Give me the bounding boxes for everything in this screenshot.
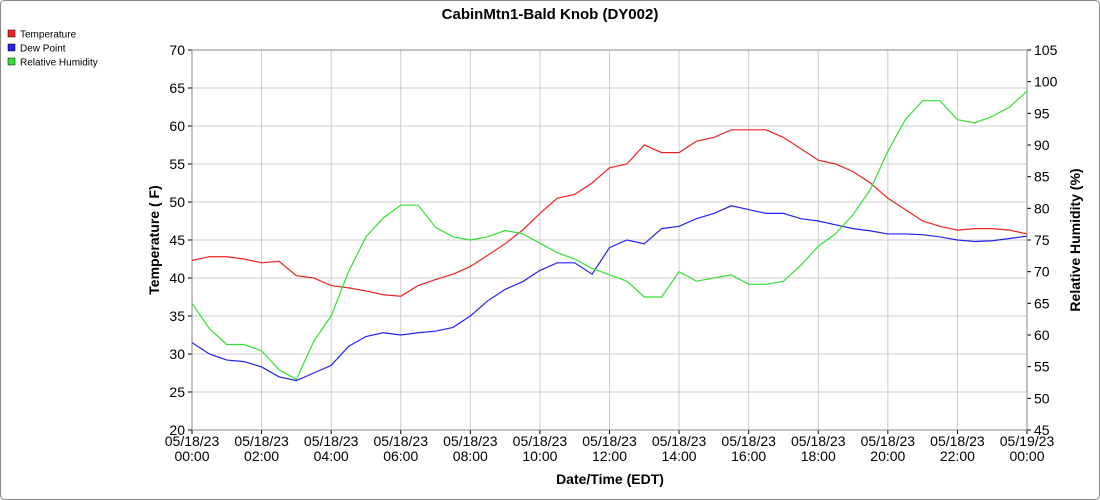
x-tick-time: 06:00 [383, 448, 418, 464]
y2-tick-label: 45 [1034, 422, 1050, 438]
x-tick-label: 05/18/23 08:00 [443, 433, 498, 464]
legend-swatch [7, 29, 16, 38]
x-tick-time: 12:00 [592, 448, 627, 464]
x-tick-time: 00:00 [174, 448, 209, 464]
chart-title: CabinMtn1-Bald Knob (DY002) [442, 6, 659, 23]
x-tick-label: 05/18/23 22:00 [930, 433, 985, 464]
x-tick-label: 05/18/23 06:00 [374, 433, 429, 464]
x-tick-time: 16:00 [731, 448, 766, 464]
x-axis-title: Date/Time (EDT) [556, 471, 664, 487]
y2-tick-label: 50 [1034, 390, 1050, 406]
x-tick-date: 05/19/23 [1000, 433, 1055, 449]
x-tick-date: 05/18/23 [930, 433, 985, 449]
y2-tick-label: 105 [1034, 42, 1058, 58]
x-tick-time: 22:00 [940, 448, 975, 464]
y-tick-label: 70 [169, 42, 185, 58]
x-tick-time: 00:00 [1009, 448, 1044, 464]
x-tick-date: 05/18/23 [304, 433, 359, 449]
y-tick-label: 40 [169, 270, 185, 286]
x-tick-time: 18:00 [801, 448, 836, 464]
x-tick-date: 05/18/23 [165, 433, 220, 449]
x-tick-time: 14:00 [662, 448, 697, 464]
y2-tick-label: 70 [1034, 264, 1050, 280]
y-tick-label: 60 [169, 118, 185, 134]
y2-axis-title: Relative Humidity (%) [1067, 168, 1083, 311]
y-tick-label: 50 [169, 194, 185, 210]
x-tick-date: 05/18/23 [791, 433, 846, 449]
x-tick-date: 05/18/23 [443, 433, 498, 449]
x-tick-date: 05/18/23 [861, 433, 916, 449]
x-tick-time: 04:00 [314, 448, 349, 464]
x-tick-date: 05/18/23 [652, 433, 707, 449]
series-line [191, 129, 1028, 297]
x-tick-time: 02:00 [244, 448, 279, 464]
x-tick-label: 05/18/23 02:00 [234, 433, 289, 464]
y2-tick-label: 60 [1034, 327, 1050, 343]
y-tick-label: 45 [169, 232, 185, 248]
legend-swatch [7, 57, 16, 66]
legend-label: Temperature [20, 30, 77, 41]
x-tick-label: 05/18/23 20:00 [861, 433, 916, 464]
legend-swatch [7, 43, 16, 52]
y2-tick-label: 75 [1034, 232, 1050, 248]
x-tick-label: 05/18/23 12:00 [582, 433, 637, 464]
y2-tick-label: 65 [1034, 295, 1050, 311]
x-tick-time: 08:00 [453, 448, 488, 464]
x-tick-date: 05/18/23 [582, 433, 637, 449]
x-tick-label: 05/18/23 16:00 [721, 433, 776, 464]
x-tick-label: 05/18/23 18:00 [791, 433, 846, 464]
y2-tick-label: 95 [1034, 105, 1050, 121]
x-tick-date: 05/18/23 [374, 433, 429, 449]
x-tick-label: 05/18/23 00:00 [165, 433, 220, 464]
y-tick-label: 55 [169, 156, 185, 172]
series-line [191, 90, 1028, 381]
x-tick-date: 05/18/23 [721, 433, 776, 449]
y-tick-label: 35 [169, 308, 185, 324]
series-line [191, 205, 1028, 382]
y-tick-label: 30 [169, 346, 185, 362]
x-tick-label: 05/18/23 14:00 [652, 433, 707, 464]
y2-tick-label: 100 [1034, 74, 1058, 90]
x-tick-time: 10:00 [522, 448, 557, 464]
y2-tick-label: 55 [1034, 359, 1050, 375]
y-tick-label: 20 [169, 422, 185, 438]
y2-tick-label: 90 [1034, 137, 1050, 153]
x-tick-date: 05/18/23 [513, 433, 568, 449]
y2-tick-label: 85 [1034, 169, 1050, 185]
legend-label: Dew Point [20, 44, 66, 55]
x-tick-label: 05/19/23 00:00 [1000, 433, 1055, 464]
y-tick-label: 65 [169, 80, 185, 96]
x-tick-label: 05/18/23 04:00 [304, 433, 359, 464]
legend-label: Relative Humidity [20, 58, 98, 69]
x-tick-date: 05/18/23 [234, 433, 289, 449]
x-tick-label: 05/18/23 10:00 [513, 433, 568, 464]
plot-border [191, 49, 1028, 431]
y-tick-label: 25 [169, 384, 185, 400]
x-tick-time: 20:00 [870, 448, 905, 464]
y2-tick-label: 80 [1034, 200, 1050, 216]
y-axis-title: Temperature ( F) [146, 185, 162, 294]
